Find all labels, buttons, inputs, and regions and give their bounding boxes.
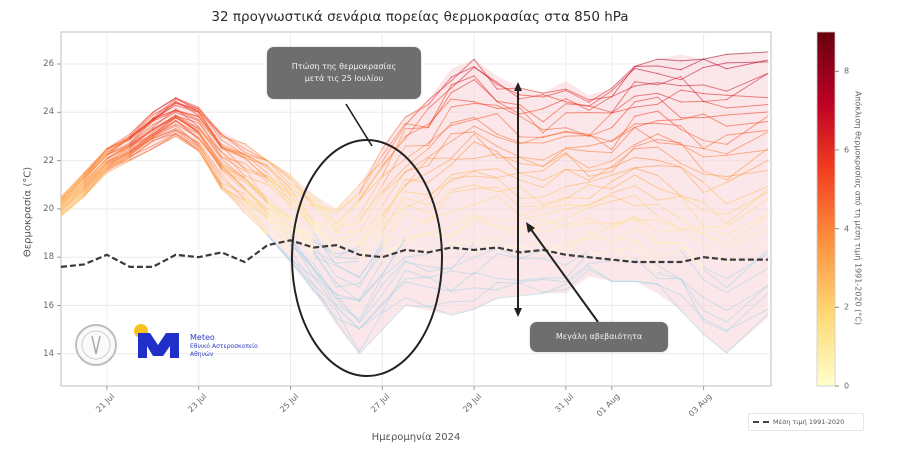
uncertainty-callout: Μεγάλη αβεβαιότητα xyxy=(530,322,668,352)
y-tick-label: 26 xyxy=(43,59,54,69)
ensemble-spread-band xyxy=(61,51,768,354)
y-tick-label: 22 xyxy=(43,155,54,166)
y-tick-label: 18 xyxy=(43,252,54,263)
meteo-m-logo xyxy=(138,333,179,358)
y-tick-label: 24 xyxy=(43,107,54,118)
colorbar-label: Απόκλιση θερμοκρασίας από τη μέση τιμή 1… xyxy=(853,91,863,325)
colorbar-tick-label: 6 xyxy=(844,145,850,155)
uncertainty-callout-pointer xyxy=(529,227,599,323)
meteo-sub2: Αθηνών xyxy=(190,351,214,359)
legend: Μέση τιμή 1991-2020 xyxy=(748,413,864,431)
legend-mean-label: Μέση τιμή 1991-2020 xyxy=(773,418,845,426)
colorbar-tick-label: 4 xyxy=(844,224,850,234)
y-tick-label: 14 xyxy=(43,348,54,359)
arrow-head-up-icon xyxy=(514,82,522,91)
colorbar-ticks xyxy=(835,70,839,387)
dashed-line-swatch-icon xyxy=(753,421,769,423)
colorbar xyxy=(816,31,836,387)
drop-callout-pointer xyxy=(345,103,373,147)
y-tick-label: 16 xyxy=(43,300,54,311)
x-axis-label: Ημερομηνία 2024 xyxy=(371,432,461,443)
ensemble-member-lines xyxy=(60,51,769,355)
y-tick-label: 20 xyxy=(43,203,54,214)
meteo-name: Meteo xyxy=(190,333,215,342)
arrow-head-down-icon xyxy=(514,308,522,317)
climatology-mean-line xyxy=(60,239,768,268)
meteo-sub1: Εθνικό Αστεροσκοπείο xyxy=(190,343,258,351)
colorbar-tick-label: 0 xyxy=(844,381,850,391)
colorbar-tick-label: 2 xyxy=(844,302,850,312)
axis-ticks xyxy=(57,63,705,390)
drop-highlight-ellipse xyxy=(291,139,443,377)
arrow-head-icon xyxy=(526,222,535,233)
drop-callout: Πτώση της θερμοκρασίας μετά τις 25 Ιουλί… xyxy=(267,47,421,99)
meteo-logo-text: Meteo Εθνικό Αστεροσκοπείο Αθηνών xyxy=(190,333,258,359)
chart-title: 32 προγνωστικά σενάρια πορείας θερμοκρασ… xyxy=(211,9,629,25)
colorbar-tick-label: 8 xyxy=(844,66,850,76)
